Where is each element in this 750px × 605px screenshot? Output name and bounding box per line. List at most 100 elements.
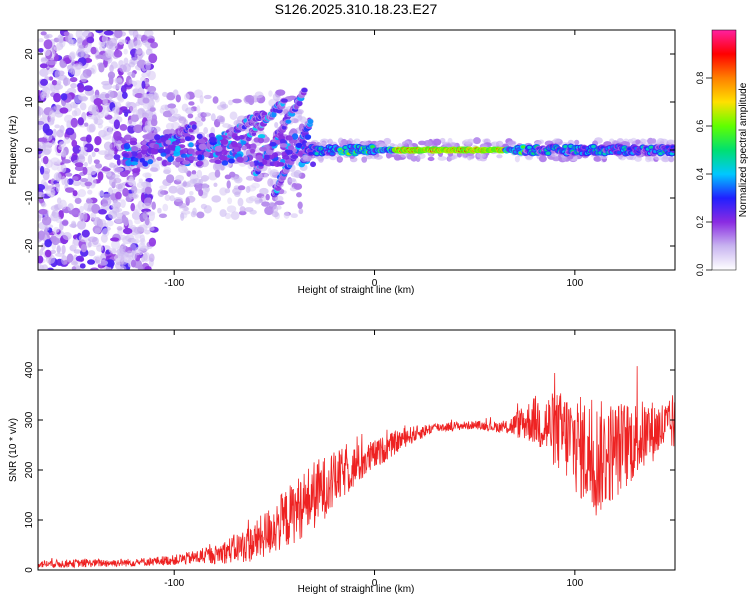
figure-title: S126.2025.310.18.23.E27 [275,1,438,17]
spectrogram-cell [145,62,151,71]
spectrogram-cell [87,189,93,195]
spectrogram-cell [129,102,138,113]
spectrogram-y-tick-label: 10 [24,96,35,108]
spectrogram-cell [130,145,139,152]
spectrogram-cell [61,149,67,158]
spectrogram-cell [221,149,228,156]
spectrogram-cell [254,91,264,99]
spectrogram-cell [113,130,122,141]
spectrogram-x-axis: -100 0 100 [164,30,584,289]
spectrogram-cell [41,86,51,96]
spectrogram-cell [196,160,204,166]
spectrogram-cell [62,232,72,241]
spectrogram-cell [187,149,194,155]
spectrogram-cell [668,155,674,163]
spectrogram-cell [249,209,257,215]
spectrogram-cell [437,156,447,161]
spectrogram-cell [133,226,143,235]
spectrogram-cell [48,110,56,120]
spectrogram-cell [175,174,185,182]
spectrogram-cell [38,184,46,191]
spectrogram-cell [112,106,120,114]
spectrogram-cell [150,118,158,127]
spectrogram-cell [203,151,210,158]
spectrogram-cell [46,69,54,75]
spectrogram-cell [172,89,179,97]
snr-x-tick-label: 0 [372,578,378,589]
spectrogram-cell [94,163,103,169]
spectrogram-cell [361,140,369,145]
spectrogram-cell [95,30,104,34]
spectrogram-cell [271,111,277,118]
spectrogram-cell [38,160,42,170]
spectrogram-cell [165,174,175,184]
spectrogram-cell [46,60,57,66]
spectrogram-cell [134,93,144,99]
spectrogram-cell [48,76,54,81]
spectrogram-cell [116,77,123,87]
spectrogram-cell [220,155,228,161]
spectrogram-cell [308,151,314,156]
spectrogram-cell [45,188,56,197]
spectrogram-cell [136,152,143,159]
spectrogram-cell [82,30,92,39]
spectrogram-cell [184,136,192,142]
spectrogram-cell [113,177,122,184]
spectrogram-cell [79,205,85,213]
spectrogram-cell [123,48,128,55]
spectrogram-cell [301,87,308,93]
spectrogram-cell [122,188,129,197]
spectrogram-cell [67,34,73,45]
spectrogram-cell [128,61,136,68]
spectrogram-cell [38,37,44,43]
spectrogram-cell [102,83,113,90]
snr-x-tick-label: 100 [566,578,583,589]
spectrogram-cell [288,178,297,183]
spectrogram-cell [406,153,415,160]
spectrogram-cell [318,156,324,163]
spectrogram-cell [60,93,68,101]
spectrogram-cell [195,150,203,156]
spectrogram-cell [212,96,219,104]
spectrogram-x-tick-label: 100 [566,278,583,289]
spectrogram-cell [145,48,153,56]
spectrogram-cell [78,150,85,157]
spectrogram-cell [153,143,160,150]
spectrogram-cell [203,94,212,100]
spectrogram-cell [479,153,487,159]
spectrogram-cell [144,109,154,119]
spectrogram-cell [151,201,156,210]
spectrogram-cell [248,98,255,106]
spectrogram-cell [42,156,49,165]
spectrogram-cell [159,185,168,190]
spectrogram-cell [187,113,194,119]
spectrogram-cell [128,193,139,200]
spectrogram-cell [51,209,59,219]
spectrogram-cell [402,141,408,146]
spectrogram-y-tick-label: -10 [24,190,35,205]
spectrogram-cell [135,34,143,39]
spectrogram-cell [115,207,123,213]
spectrogram-cell [60,163,67,173]
spectrogram-cell [113,119,120,130]
spectrogram-cell [149,253,155,262]
spectrogram-cell [167,156,174,163]
spectrogram-cell [299,116,307,123]
spectrogram-cell [98,209,107,215]
spectrogram-cell [122,153,130,158]
spectrogram-cell [229,111,238,120]
spectrogram-cell [130,114,140,123]
spectrogram-cell [43,49,51,56]
spectrogram-cell [134,204,141,213]
spectrogram-cell [140,192,145,203]
spectrogram-cell [74,197,82,204]
spectrogram-cell [167,103,177,109]
spectrogram-cell [139,234,145,243]
spectrogram-cell [40,31,47,36]
spectrogram-cell [234,135,241,141]
spectrogram-cell [140,148,148,155]
spectrogram-cell [196,133,203,140]
spectrogram-cell [296,100,303,107]
spectrogram-cell [43,39,53,50]
spectrogram-cell [149,107,156,112]
